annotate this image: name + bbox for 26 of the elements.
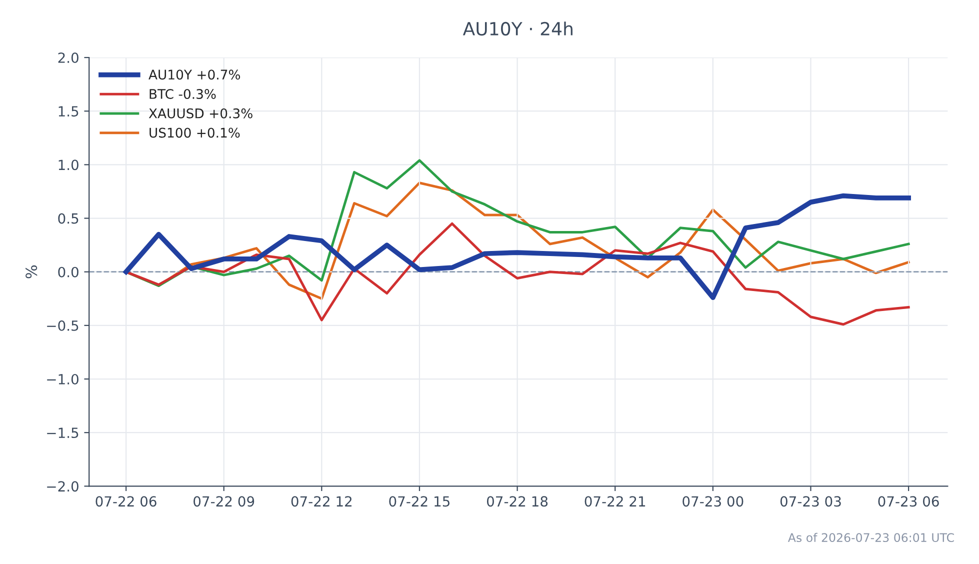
x-tick-label: 07-22 21 [584, 496, 646, 507]
y-tick-label: −0.5 [47, 320, 78, 331]
y-tick-label: 0.5 [58, 213, 78, 224]
legend-label: AU10Y +0.7% [148, 70, 240, 80]
y-tick-label: −1.0 [47, 374, 78, 384]
x-tick-label: 07-23 03 [780, 496, 841, 507]
y-tick-label: 1.0 [58, 160, 78, 170]
x-tick-label: 07-22 06 [96, 496, 156, 507]
legend-label: XAUUSD +0.3% [148, 108, 252, 118]
legend-label: US100 +0.1% [150, 128, 240, 138]
chart-title: AU10Y · 24h [462, 22, 572, 36]
x-tick-label: 07-22 12 [291, 496, 352, 507]
line-series [124, 222, 910, 326]
x-tick-label: 07-23 06 [878, 496, 939, 507]
y-tick-label: 2.0 [58, 52, 78, 63]
y-axis-title: % [26, 265, 38, 278]
text: As of 2026-07-23 06:01 UTC [788, 532, 954, 542]
x-tick-label: 07-22 15 [389, 496, 450, 507]
y-tick-label: 1.5 [58, 106, 78, 117]
x-tick-label: 07-22 09 [194, 496, 254, 507]
x-tick-label: 07-23 00 [682, 496, 744, 507]
legend-label: BTC -0.3% [150, 89, 216, 99]
y-tick-label: −1.5 [47, 428, 78, 438]
y-tick-label: 0.0 [58, 266, 78, 278]
y-tick-label: −2.0 [47, 481, 78, 492]
x-tick-label: 07-22 18 [486, 496, 548, 507]
